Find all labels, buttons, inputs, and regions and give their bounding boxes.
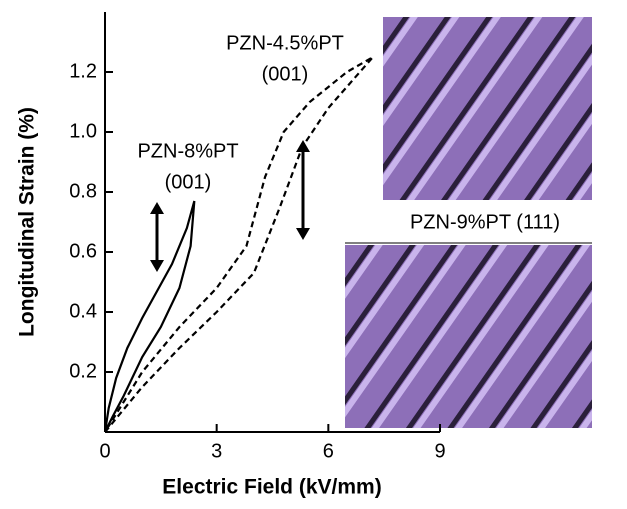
series-label: PZN-4.5%PT bbox=[226, 32, 344, 54]
x-tick-label: 6 bbox=[323, 440, 334, 462]
y-tick-label: 0.2 bbox=[69, 360, 97, 382]
y-axis-label: Longitudinal Strain (%) bbox=[16, 107, 39, 337]
series-line bbox=[103, 200, 196, 433]
y-tick-label: 1.0 bbox=[69, 120, 97, 142]
series-line bbox=[104, 56, 374, 433]
series-orientation: (001) bbox=[262, 63, 309, 85]
annotation: PZN-9%PT (111) bbox=[410, 211, 560, 233]
y-tick-label: 1.2 bbox=[69, 60, 97, 82]
x-tick-label: 3 bbox=[211, 440, 222, 462]
series-label: PZN-8%PT bbox=[137, 140, 238, 162]
micrograph bbox=[345, 245, 592, 428]
arrows bbox=[150, 140, 310, 272]
x-axis-label: Electric Field (kV/mm) bbox=[162, 476, 381, 499]
x-tick-label: 9 bbox=[434, 440, 445, 462]
y-tick-label: 0.4 bbox=[69, 300, 97, 322]
micrograph bbox=[383, 17, 592, 200]
series-orientation: (001) bbox=[165, 171, 212, 193]
y-tick-label: 0.8 bbox=[69, 180, 97, 202]
x-tick-label: 0 bbox=[99, 440, 110, 462]
y-tick-label: 0.6 bbox=[69, 240, 97, 262]
